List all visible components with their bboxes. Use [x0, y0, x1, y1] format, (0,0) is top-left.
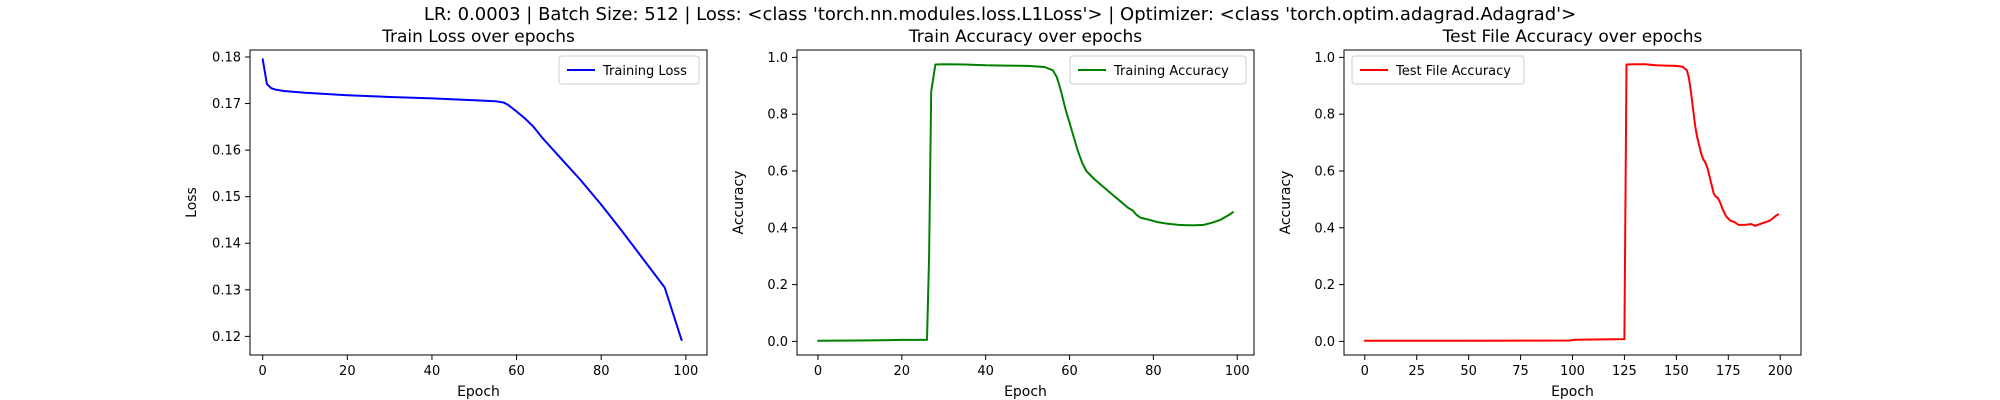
- x-axis-label: Epoch: [457, 384, 500, 400]
- x-axis-label: Epoch: [1004, 384, 1047, 400]
- legend-label: Training Accuracy: [1113, 64, 1229, 79]
- x-tick-label: 125: [1612, 364, 1637, 379]
- y-tick-label: 0.6: [1314, 164, 1335, 179]
- x-tick-label: 100: [1225, 364, 1250, 379]
- y-tick-label: 0.8: [1314, 108, 1335, 123]
- y-tick-label: 0.4: [1314, 221, 1335, 236]
- legend-box: [558, 55, 700, 85]
- x-tick-label: 75: [1512, 364, 1529, 379]
- subplot-title: Train Loss over epochs: [381, 27, 575, 47]
- axes-frame: [796, 49, 1255, 356]
- subplot-title: Test File Accuracy over epochs: [1442, 27, 1703, 47]
- y-tick-label: 0.6: [767, 164, 788, 179]
- x-tick-label: 175: [1716, 364, 1741, 379]
- axes-frame: [249, 49, 708, 356]
- subplot-title: Train Accuracy over epochs: [908, 27, 1142, 47]
- series-line-1: [1363, 63, 1780, 342]
- x-tick-label: 60: [1061, 364, 1078, 379]
- x-tick-label: 100: [673, 364, 698, 379]
- y-tick-label: 0.0: [1314, 335, 1335, 350]
- y-tick-label: 0.8: [767, 108, 788, 123]
- x-tick-label: 150: [1664, 364, 1689, 379]
- legend-box: [1069, 55, 1247, 85]
- y-tick-label: 0.2: [767, 278, 788, 293]
- x-tick-label: 80: [1145, 364, 1162, 379]
- legend-box: [1351, 55, 1525, 85]
- y-tick-label: 0.15: [212, 190, 241, 205]
- y-tick-label: 0.0: [767, 335, 788, 350]
- legend: Test File Accuracy: [1351, 55, 1525, 85]
- axes-frame: [1343, 49, 1802, 356]
- x-tick-label: 20: [339, 364, 356, 379]
- series-line-1: [817, 63, 1234, 342]
- y-axis-label: Loss: [184, 187, 200, 218]
- y-tick-label: 0.14: [212, 237, 241, 252]
- x-tick-label: 40: [424, 364, 441, 379]
- subplot-1: Train Loss over epochs 0 20 40 60 80 100 0.12 0.…: [184, 27, 708, 400]
- legend-label: Training Loss: [602, 64, 687, 79]
- series-line-1: [261, 58, 683, 342]
- y-tick-label: 0.16: [212, 144, 241, 159]
- subplot-3: Test File Accuracy over epochs 0 25 50 75 100…: [1278, 27, 1802, 400]
- y-tick-label: 0.18: [212, 50, 241, 65]
- x-tick-label: 0: [259, 364, 267, 379]
- legend: Training Loss: [558, 55, 700, 85]
- x-tick-label: 25: [1408, 364, 1425, 379]
- y-tick-label: 0.12: [212, 330, 241, 345]
- y-axis-label: Accuracy: [1278, 171, 1294, 235]
- legend-label: Test File Accuracy: [1395, 64, 1511, 79]
- y-tick-label: 1.0: [767, 51, 788, 66]
- y-tick-label: 0.4: [767, 221, 788, 236]
- x-tick-label: 0: [814, 364, 822, 379]
- y-tick-label: 0.13: [212, 283, 241, 298]
- x-tick-label: 200: [1768, 364, 1793, 379]
- x-tick-label: 20: [894, 364, 911, 379]
- y-tick-label: 0.2: [1314, 278, 1335, 293]
- y-tick-label: 1.0: [1314, 51, 1335, 66]
- legend: Training Accuracy: [1069, 55, 1247, 85]
- y-axis-label: Accuracy: [731, 171, 747, 235]
- x-tick-label: 40: [977, 364, 994, 379]
- y-tick-label: 0.17: [212, 97, 241, 112]
- x-tick-label: 100: [1560, 364, 1585, 379]
- x-tick-label: 50: [1460, 364, 1477, 379]
- subplot-2: Train Accuracy over epochs 0 20 40 60 80 100 0.…: [731, 27, 1255, 400]
- x-tick-label: 0: [1361, 364, 1369, 379]
- x-tick-label: 60: [508, 364, 525, 379]
- x-tick-label: 80: [593, 364, 610, 379]
- x-axis-label: Epoch: [1551, 384, 1594, 400]
- figure-suptitle: LR: 0.0003 | Batch Size: 512 | Loss: <cl…: [423, 4, 1577, 25]
